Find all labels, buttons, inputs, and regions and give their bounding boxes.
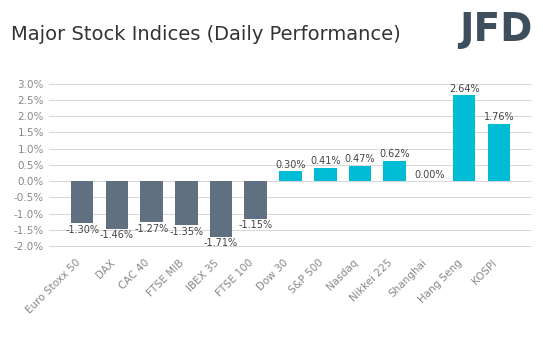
Bar xyxy=(210,181,232,237)
Bar xyxy=(71,181,93,224)
Text: -1.46%: -1.46% xyxy=(100,230,134,240)
Bar xyxy=(314,168,337,181)
Bar xyxy=(349,166,371,181)
Bar xyxy=(279,172,302,181)
Text: -1.15%: -1.15% xyxy=(239,220,273,230)
Bar xyxy=(140,181,163,223)
Text: -1.27%: -1.27% xyxy=(135,224,169,234)
Text: -1.71%: -1.71% xyxy=(204,238,238,249)
Text: -1.30%: -1.30% xyxy=(65,225,99,235)
Text: JFD: JFD xyxy=(459,11,532,48)
Bar xyxy=(105,181,128,229)
Text: Major Stock Indices (Daily Performance): Major Stock Indices (Daily Performance) xyxy=(11,25,401,44)
Text: 0.00%: 0.00% xyxy=(414,170,445,180)
Text: 0.47%: 0.47% xyxy=(345,154,375,164)
Bar xyxy=(453,95,476,181)
Text: 0.41%: 0.41% xyxy=(310,156,340,166)
Text: -1.35%: -1.35% xyxy=(169,227,204,237)
Bar xyxy=(488,124,510,181)
Bar xyxy=(383,161,406,181)
Bar xyxy=(175,181,198,225)
Text: 2.64%: 2.64% xyxy=(449,84,479,94)
Text: 0.62%: 0.62% xyxy=(380,150,410,159)
Text: 1.76%: 1.76% xyxy=(484,112,514,122)
Text: 0.30%: 0.30% xyxy=(275,160,306,170)
Bar xyxy=(244,181,267,219)
